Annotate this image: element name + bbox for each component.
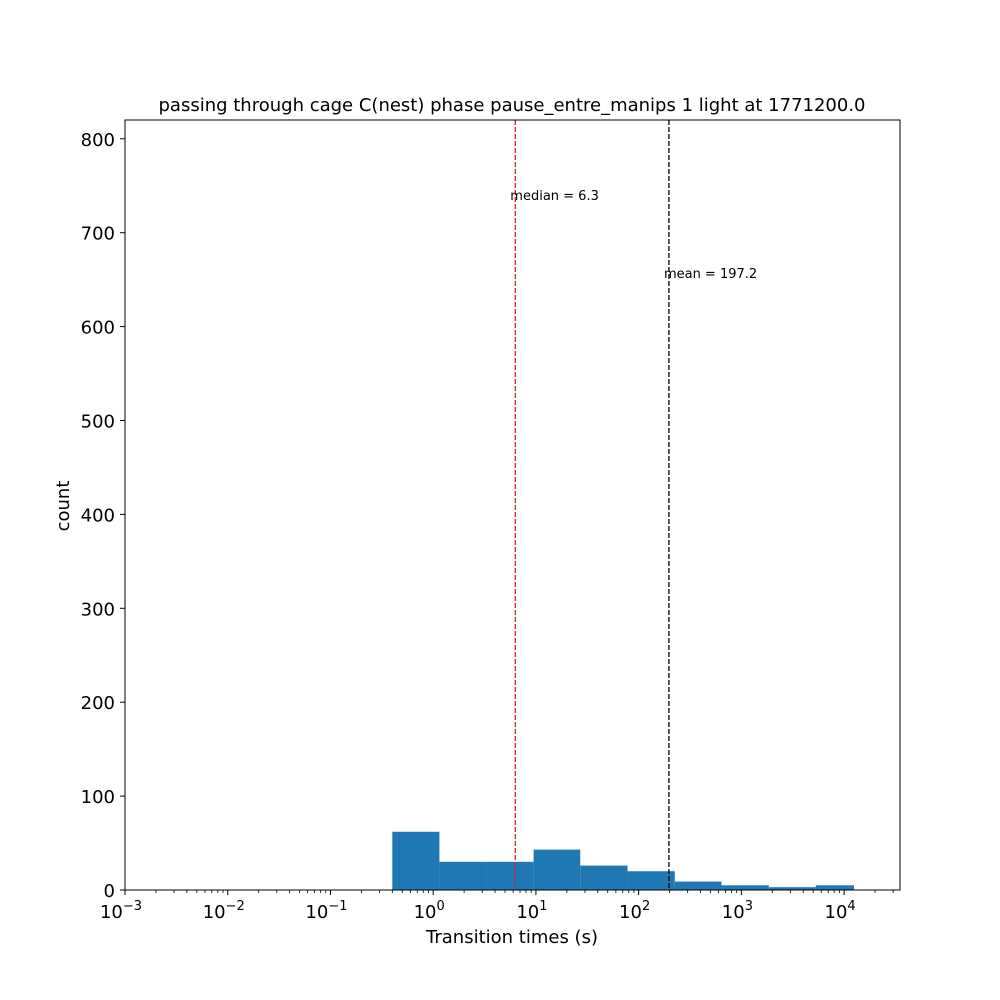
histogram-bar — [674, 881, 722, 890]
bars-layer — [392, 831, 855, 890]
histogram-bar — [486, 861, 534, 890]
y-tick-label: 200 — [81, 693, 115, 714]
histogram-bar — [721, 885, 769, 890]
x-tick-label: 10−1 — [305, 899, 347, 923]
histogram-bar — [533, 849, 581, 890]
reference-line-label: mean = 197.2 — [664, 267, 757, 282]
x-tick-label: 101 — [516, 899, 547, 923]
y-tick-label: 400 — [81, 505, 115, 526]
histogram-bar — [627, 871, 675, 890]
y-axis-label: count — [53, 481, 74, 532]
reference-lines-layer: median = 6.3 mean = 197.2 — [510, 120, 757, 890]
y-tick-label: 500 — [81, 411, 115, 432]
x-tick-label: 102 — [619, 899, 650, 923]
chart-title: passing through cage C(nest) phase pause… — [158, 95, 865, 116]
histogram-bar — [439, 861, 487, 890]
y-tick-label: 0 — [104, 881, 115, 902]
x-axis: 10−3 10−2 10−1 100 101 102 103 104 — [100, 890, 894, 923]
x-tick-label: 104 — [825, 899, 856, 923]
histogram-bar — [392, 831, 440, 890]
y-axis: 0 100 200 300 400 500 600 700 800 — [81, 130, 125, 902]
y-tick-label: 100 — [81, 787, 115, 808]
plot-frame — [124, 119, 901, 891]
y-tick-label: 700 — [81, 224, 115, 245]
histogram-bar — [768, 887, 816, 890]
x-axis-label: Transition times (s) — [425, 927, 598, 948]
histogram-bar — [580, 865, 628, 890]
y-tick-label: 600 — [81, 318, 115, 339]
y-tick-label: 300 — [81, 599, 115, 620]
x-tick-label: 100 — [414, 899, 445, 923]
y-tick-label: 800 — [81, 130, 115, 151]
histogram-bar — [815, 885, 855, 890]
reference-line-label: median = 6.3 — [510, 189, 599, 204]
x-tick-label: 10−2 — [203, 899, 245, 923]
x-tick-label: 10−3 — [100, 899, 142, 923]
x-tick-label: 103 — [722, 899, 753, 923]
